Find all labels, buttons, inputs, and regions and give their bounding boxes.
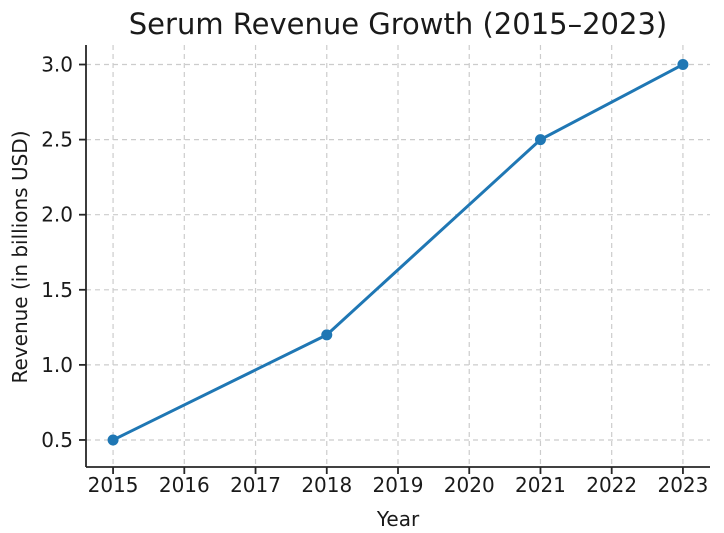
x-tick-label: 2016 — [159, 473, 210, 497]
revenue-line — [111, 63, 685, 442]
x-tick-label: 2019 — [373, 473, 424, 497]
y-tick-label: 0.5 — [41, 428, 73, 452]
y-tick-label: 2.0 — [41, 203, 73, 227]
y-axis-label: Revenue (in billions USD) — [8, 130, 32, 384]
data-point-marker — [321, 329, 333, 341]
x-tick-label: 2020 — [444, 473, 495, 497]
x-tick-label: 2015 — [88, 473, 139, 497]
x-tick-label: 2018 — [301, 473, 352, 497]
chart-title: Serum Revenue Growth (2015–2023) — [128, 7, 668, 41]
x-tick-label: 2022 — [586, 473, 637, 497]
data-point-marker — [107, 434, 119, 446]
y-tick-label: 1.0 — [41, 353, 73, 377]
y-tick-label: 3.0 — [41, 53, 73, 77]
x-tick-label: 2021 — [515, 473, 566, 497]
y-tick-label: 1.5 — [41, 278, 73, 302]
y-tick-label: 2.5 — [41, 128, 73, 152]
x-tick-label: 2017 — [230, 473, 281, 497]
data-point-marker — [677, 59, 689, 71]
x-axis-label: Year — [376, 507, 420, 531]
x-tick-label: 2023 — [657, 473, 708, 497]
data-point-marker — [534, 134, 546, 146]
